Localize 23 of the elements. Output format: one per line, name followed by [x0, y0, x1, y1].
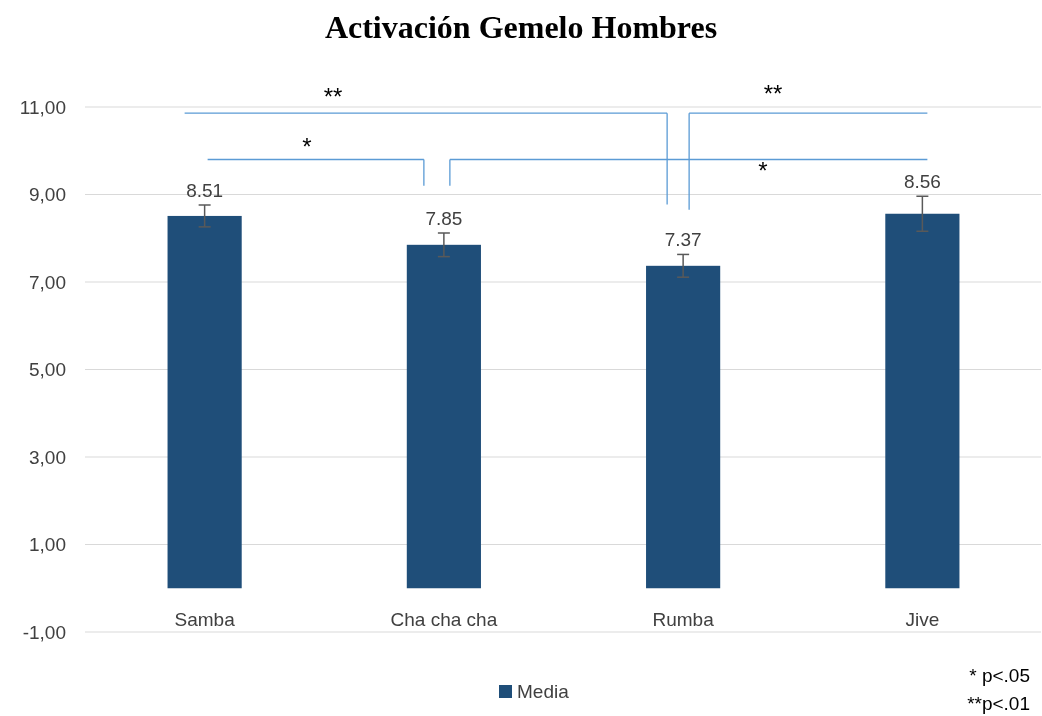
text: ** — [763, 79, 783, 107]
data-label: 8.51 — [186, 180, 224, 201]
text: **p<.01 — [967, 693, 1030, 714]
chart-title: Activación Gemelo Hombres — [324, 9, 718, 45]
y-tick-label: 1,00 — [29, 534, 66, 556]
y-tick-label: 11,00 — [19, 96, 66, 118]
annotation: * — [758, 157, 768, 185]
x-tick-label: Jive — [905, 609, 940, 631]
y-tick-label: 5,00 — [29, 359, 66, 381]
x-tick-label: Samba — [174, 609, 236, 631]
y-tick-label: 3,00 — [29, 446, 66, 468]
y-tick-label: 9,00 — [29, 184, 66, 206]
data-label: 7.85 — [425, 208, 463, 229]
y-tick-label: 7,00 — [29, 271, 66, 293]
y-tick-label: -1,00 — [22, 621, 66, 643]
x-tick-label: Rumba — [652, 609, 715, 631]
x-tick-label: Cha cha cha — [390, 609, 498, 631]
annotation: ** — [323, 82, 343, 110]
data-label: 7.37 — [664, 229, 702, 251]
data-label: 8.56 — [903, 171, 941, 193]
annotation: * — [302, 133, 312, 161]
legend-label: Media — [517, 681, 570, 702]
text: * p<.05 — [969, 665, 1030, 686]
